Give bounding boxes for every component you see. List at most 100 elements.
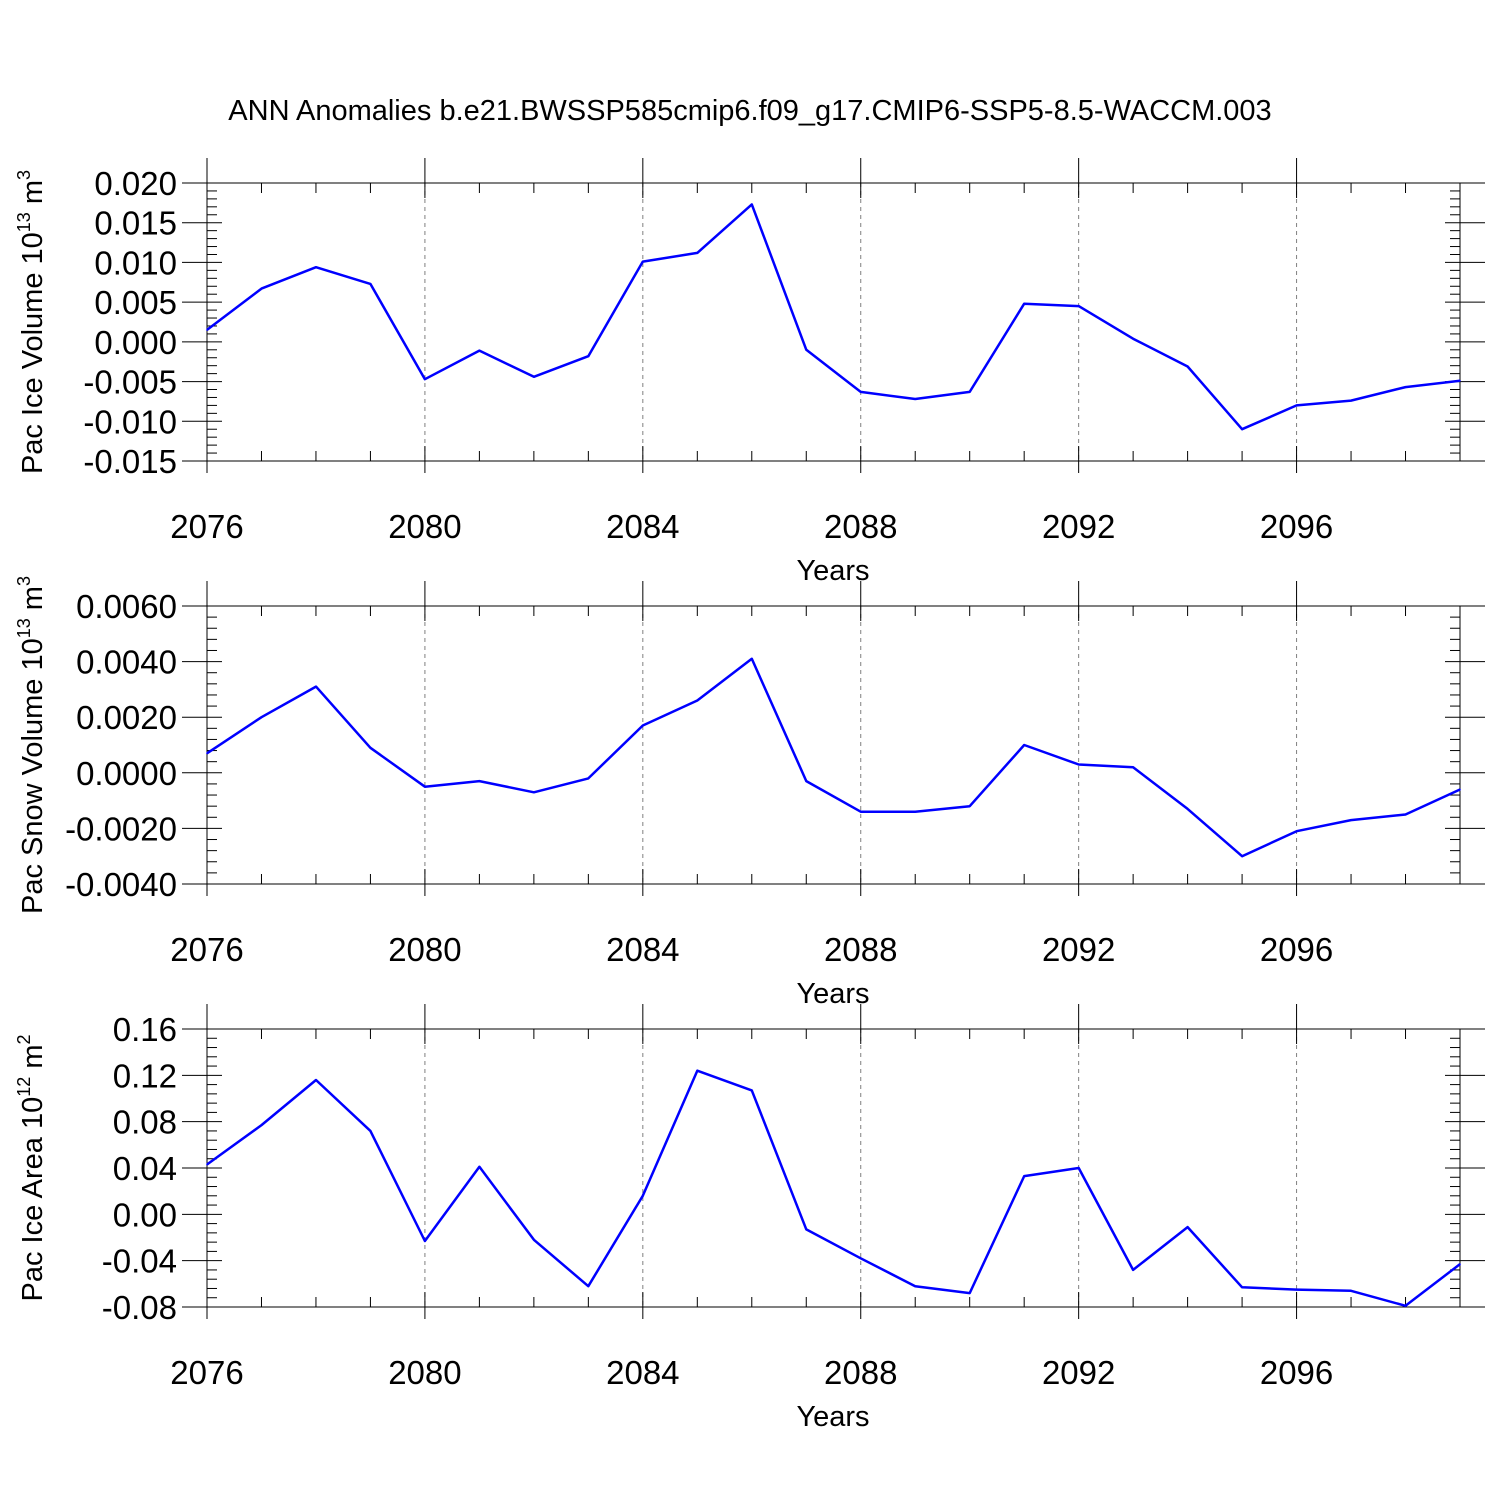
y-tick-label: -0.005 <box>83 364 177 401</box>
data-point <box>260 1124 263 1126</box>
series-line <box>206 1069 1461 1308</box>
data-point <box>1241 855 1243 857</box>
data-point <box>1350 399 1352 402</box>
data-point <box>260 716 263 718</box>
data-point <box>1295 404 1298 407</box>
data-point <box>968 391 971 393</box>
data-point <box>696 699 699 702</box>
data-point <box>1241 1286 1243 1289</box>
x-tick-label: 2092 <box>1042 931 1115 968</box>
y-axis-title: Pac Snow Volume 1013 m3 <box>14 576 49 914</box>
x-tick-label: 2080 <box>388 931 461 968</box>
plot-frame <box>206 605 1461 885</box>
data-point <box>642 724 644 727</box>
y-tick-label: -0.010 <box>83 403 177 440</box>
y-axis-title-exponent: 13 <box>14 618 34 638</box>
y-tick-label: 0.0040 <box>76 644 177 681</box>
data-point <box>424 378 426 380</box>
data-point <box>587 355 590 357</box>
data-point <box>1186 1226 1189 1228</box>
y-tick-label: 0.08 <box>113 1104 177 1141</box>
y-axis-title-main: Pac Ice Volume 10 <box>17 232 49 474</box>
x-ticks <box>206 581 1461 896</box>
data-point <box>1077 1167 1080 1169</box>
figure-title: ANN Anomalies b.e21.BWSSP585cmip6.f09_g1… <box>228 95 1271 127</box>
data-point <box>696 252 699 254</box>
data-point <box>424 1240 426 1242</box>
data-point <box>642 260 644 263</box>
data-point <box>1404 386 1407 388</box>
y-tick-label: 0.16 <box>113 1011 177 1048</box>
y-ticks <box>182 605 1485 885</box>
panels: -0.015-0.010-0.0050.0000.0050.0100.0150.… <box>14 158 1485 1433</box>
data-point <box>1132 766 1134 769</box>
series-line <box>206 203 1461 431</box>
data-point <box>859 810 862 813</box>
data-point <box>1404 813 1407 816</box>
y-tick-label: -0.015 <box>83 443 177 480</box>
x-tick-label: 2076 <box>170 508 243 545</box>
data-point <box>315 685 317 688</box>
panel-2: -0.0040 -0.0020 0.0000 0.0020 0.0040 0.0060 20… <box>14 576 1485 1010</box>
y-tick-label: 0.020 <box>94 165 177 202</box>
data-point <box>1023 302 1025 305</box>
data-point <box>1404 1305 1407 1307</box>
data-point <box>533 376 535 378</box>
x-tick-label: 2084 <box>606 508 679 545</box>
data-point <box>260 287 263 290</box>
data-point <box>1077 305 1080 307</box>
series-line <box>206 657 1461 858</box>
y-ticks <box>182 1028 1485 1308</box>
data-point <box>1077 763 1080 766</box>
y-axis-title: Pac Ice Area 1012 m2 <box>14 1034 49 1301</box>
data-point <box>1186 808 1189 810</box>
x-tick-label: 2088 <box>824 1354 897 1391</box>
data-point <box>315 266 317 268</box>
y-axis-title-unit-exponent: 3 <box>14 576 34 586</box>
plot-frame <box>206 1028 1461 1308</box>
y-tick-label: -0.04 <box>102 1243 177 1280</box>
data-point <box>1186 365 1189 368</box>
data-point <box>1350 819 1352 821</box>
data-point <box>750 203 753 206</box>
data-point <box>805 349 808 351</box>
data-point <box>206 329 208 331</box>
y-axis-title: Pac Ice Volume 1013 m3 <box>14 170 49 474</box>
data-point <box>1023 1175 1025 1177</box>
x-tick-label: 2096 <box>1260 1354 1333 1391</box>
data-point <box>914 398 917 400</box>
y-tick-label: 0.0060 <box>76 588 177 625</box>
data-point <box>478 1166 481 1168</box>
y-tick-label: -0.0040 <box>65 866 177 903</box>
y-tick-label: 0.04 <box>113 1150 177 1187</box>
x-tick-label: 2080 <box>388 508 461 545</box>
data-point <box>369 1130 372 1132</box>
plot-frame <box>206 182 1461 462</box>
data-point <box>587 1285 590 1287</box>
x-tick-label: 2076 <box>170 1354 243 1391</box>
data-point <box>859 1257 862 1260</box>
data-point <box>1459 379 1461 382</box>
data-point <box>859 391 862 393</box>
x-tick-label: 2092 <box>1042 1354 1115 1391</box>
data-point <box>750 1089 753 1092</box>
y-tick-label: -0.08 <box>102 1289 177 1326</box>
data-point <box>1241 428 1243 431</box>
data-point <box>1295 830 1298 832</box>
y-axis-title-unit-exponent: 3 <box>14 170 34 180</box>
x-tick-label: 2088 <box>824 931 897 968</box>
data-point <box>805 780 808 782</box>
y-axis-title-exponent: 13 <box>14 212 34 232</box>
y-tick-label: 0.000 <box>94 324 177 361</box>
x-ticks <box>206 158 1461 473</box>
x-tick-label: 2080 <box>388 1354 461 1391</box>
y-tick-label: -0.0020 <box>65 810 177 847</box>
data-point <box>1459 1263 1461 1265</box>
data-point <box>1023 744 1025 746</box>
x-axis-title: Years <box>796 1401 869 1433</box>
data-point <box>587 777 590 780</box>
data-point <box>424 785 426 788</box>
x-tick-label: 2096 <box>1260 931 1333 968</box>
panel-1: -0.015-0.010-0.0050.0000.0050.0100.0150.… <box>14 158 1485 587</box>
data-point <box>914 810 917 813</box>
